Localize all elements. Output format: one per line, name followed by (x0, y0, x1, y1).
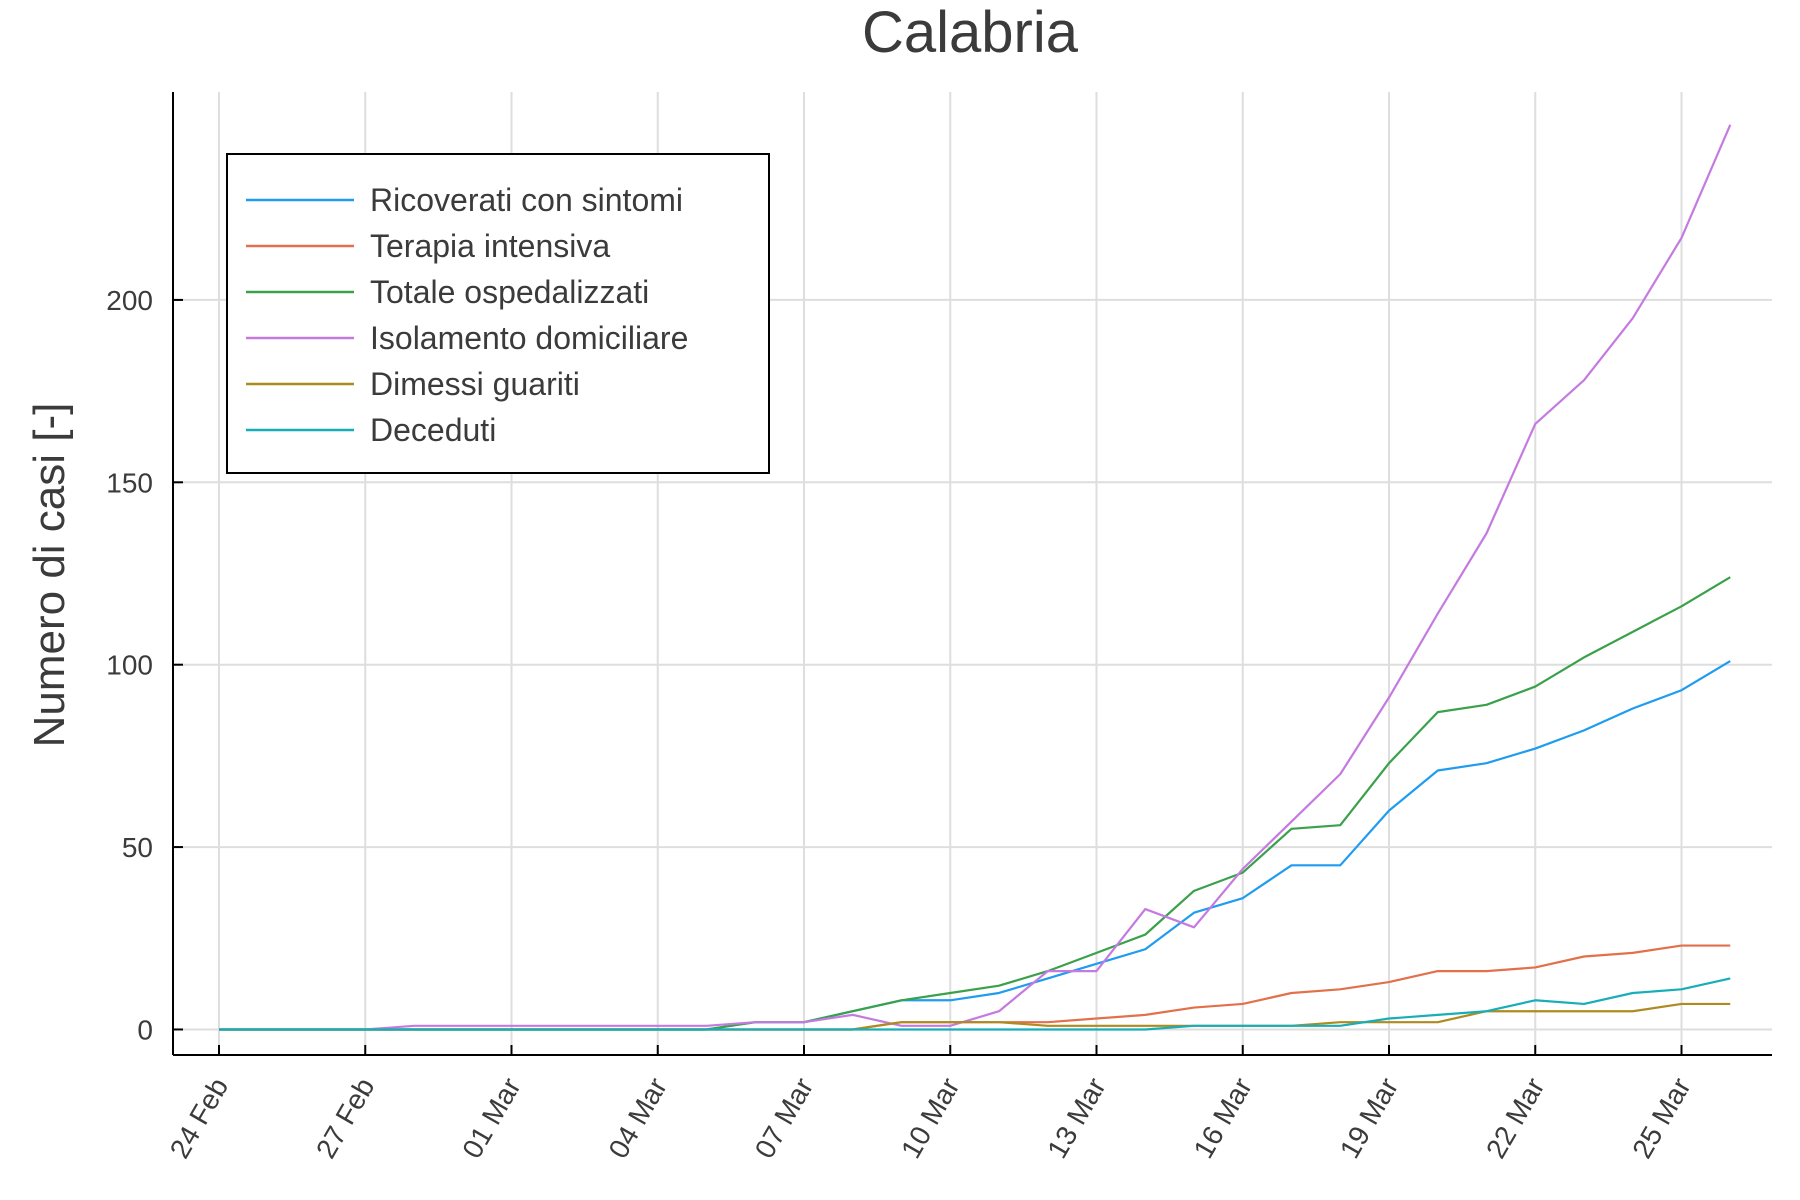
series-lines (219, 124, 1732, 1031)
legend-items: Ricoverati con sintomi Terapia intensiva T… (246, 182, 688, 448)
legend-label-dimessi-guariti: Dimessi guariti (370, 366, 580, 402)
legend-label-ricoverati-con-sintomi: Ricoverati con sintomi (370, 182, 683, 218)
legend-box (226, 153, 770, 474)
x-tick-label: 19 Mar (1334, 1073, 1404, 1164)
x-tick-label: 16 Mar (1188, 1073, 1258, 1164)
legend-label-terapia-intensiva: Terapia intensiva (370, 228, 610, 264)
legend-label-deceduti: Deceduti (370, 412, 496, 448)
x-tick-label: 01 Mar (456, 1073, 526, 1164)
y-tick-label: 150 (106, 467, 153, 498)
x-tick-label: 24 Feb (164, 1073, 234, 1164)
series-line-ricoverati-con-sintomi (219, 660, 1731, 1031)
series-line-totale-ospedalizzati (219, 576, 1731, 1031)
x-tick-label: 04 Mar (603, 1073, 673, 1164)
x-tick-label: 25 Mar (1626, 1073, 1696, 1164)
y-tick-label: 50 (122, 832, 153, 863)
x-tick-label: 22 Mar (1480, 1073, 1550, 1164)
legend: Ricoverati con sintomi Terapia intensiva T… (226, 153, 770, 474)
series-line-isolamento-domiciliare (219, 124, 1732, 1031)
x-tick-label: 27 Feb (310, 1073, 380, 1164)
series-line-deceduti (219, 977, 1731, 1031)
legend-label-totale-ospedalizzati: Totale ospedalizzati (370, 274, 649, 310)
x-tick-label: 13 Mar (1041, 1073, 1111, 1164)
x-tick-label: 10 Mar (895, 1073, 965, 1164)
y-tick-label: 100 (106, 650, 153, 681)
x-tick-label: 07 Mar (749, 1073, 819, 1164)
axes (172, 92, 1772, 1056)
chart-title: Calabria (862, 0, 1079, 65)
y-axis-label: Numero di casi [-] (25, 403, 74, 748)
legend-label-isolamento-domiciliare: Isolamento domiciliare (370, 320, 688, 356)
y-tick-label: 200 (106, 285, 153, 316)
y-tick-label: 0 (137, 1014, 153, 1045)
series-line-terapia-intensiva (219, 944, 1731, 1031)
